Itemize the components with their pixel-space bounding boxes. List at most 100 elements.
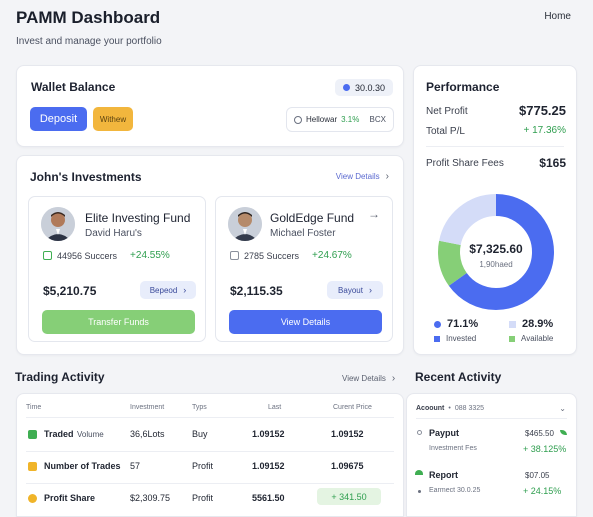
table-row[interactable]: Traded Volume 36,6Lots Buy 1.09152 1.091… xyxy=(17,420,405,450)
home-link[interactable]: Home xyxy=(544,11,571,22)
row-type: Profit xyxy=(192,493,214,503)
view-details-button[interactable]: View Details xyxy=(229,310,382,334)
row-price-badge: + 341.50 xyxy=(317,488,381,505)
row-last: 5561.50 xyxy=(252,493,285,503)
profit-coin-icon xyxy=(28,494,37,503)
total-pl-label: Total P/L xyxy=(426,126,465,137)
investments-card: John's Investments View Details › Elite … xyxy=(16,155,404,355)
col-type: Typs xyxy=(192,404,207,411)
fund-subscribers: 2785 Succers xyxy=(244,250,300,261)
table-row[interactable]: Profit Share $2,309.75 Profit 5561.50 + … xyxy=(17,484,405,514)
trading-title: Trading Activity xyxy=(15,370,105,384)
dot-icon xyxy=(418,490,421,493)
account-value: 088 3325 xyxy=(454,405,485,412)
invested-dot-icon xyxy=(434,320,441,328)
investments-view-details-label: View Details xyxy=(335,172,380,181)
fund-chip[interactable]: Bepeod › xyxy=(140,281,196,299)
investments-view-details[interactable]: View Details › xyxy=(336,171,389,182)
row-price: 1.09152 xyxy=(331,429,364,439)
chevron-right-icon: › xyxy=(385,171,389,182)
arrow-right-icon[interactable]: → xyxy=(368,207,380,221)
fund-stats: 44956 Succers +24.55% xyxy=(43,250,170,261)
row-last: 1.09152 xyxy=(252,429,285,439)
row-investment: 36,6Lots xyxy=(130,429,165,439)
row-price: 1.09675 xyxy=(331,461,364,471)
list-item[interactable]: Report $07.05 Earmect 30.0.25 + 24.15% xyxy=(407,466,578,510)
chevron-down-icon: ⌄ xyxy=(559,404,566,413)
hellowar-pct: 3.1% xyxy=(341,115,360,124)
available-label: Available xyxy=(521,334,554,343)
available-dot-icon xyxy=(509,335,515,342)
invested-pct: 71.1% xyxy=(447,318,479,330)
fund-card-elite[interactable]: Elite Investing Fund David Haru's 44956 … xyxy=(28,196,206,342)
row-time-main: Number of Trades xyxy=(44,461,121,471)
net-profit-value: $775.25 xyxy=(519,103,566,118)
chevron-right-icon: › xyxy=(183,285,187,295)
trading-view-details[interactable]: View Details › xyxy=(342,373,395,384)
hellowar-label: Hellowar xyxy=(306,115,338,124)
fund-change: +24.67% xyxy=(312,250,352,261)
check-icon xyxy=(43,251,52,260)
withdraw-button[interactable]: Withew xyxy=(93,107,133,131)
fund-subscribers: 44956 Succers xyxy=(57,250,118,261)
trading-table: Time Investment Typs Last Curent Price T… xyxy=(16,393,404,517)
header-divider xyxy=(26,417,394,418)
item-title: Report xyxy=(429,470,458,480)
performance-title: Performance xyxy=(426,80,500,94)
avatar xyxy=(41,207,75,241)
row-time-main: Profit Share xyxy=(44,493,96,503)
invested-square-icon xyxy=(434,335,440,342)
coin-icon xyxy=(342,84,350,91)
donut-segment-2 xyxy=(438,194,554,310)
fund-manager: Michael Foster xyxy=(270,228,336,239)
hellowar-widget[interactable]: Hellowar 3.1% BCX xyxy=(286,107,394,132)
investments-title: John's Investments xyxy=(30,170,142,184)
row-type: Buy xyxy=(192,429,208,439)
row-type: Profit xyxy=(192,461,214,471)
recent-card: Acoount • 088 3325 ⌄ Payput $465.50 Inve… xyxy=(406,393,577,517)
leaf-icon xyxy=(560,430,567,435)
available-square-icon xyxy=(509,320,516,328)
col-price: Curent Price xyxy=(333,404,372,411)
item-amount: $465.50 xyxy=(525,429,554,438)
balance-chip-value: 30.0.30 xyxy=(354,82,385,93)
check-icon xyxy=(230,251,239,260)
available-pct: 28.9% xyxy=(522,318,554,330)
fund-name: Elite Investing Fund xyxy=(85,211,191,225)
clock-icon xyxy=(294,115,302,124)
list-item[interactable]: Payput $465.50 Investment Fes + 38.125% xyxy=(407,424,578,464)
fund-chip-label: Bepeod xyxy=(149,285,178,295)
person-icon xyxy=(228,207,262,241)
recent-divider xyxy=(416,418,567,419)
item-title: Payput xyxy=(429,428,460,438)
table-row[interactable]: Number of Trades 57 Profit 1.09152 1.096… xyxy=(17,452,405,482)
account-row[interactable]: Acoount • 088 3325 ⌄ xyxy=(416,404,566,413)
col-last: Last xyxy=(268,404,282,411)
fund-amount: $5,210.75 xyxy=(43,284,97,298)
fund-amount: $2,115.35 xyxy=(230,284,283,298)
fees-value: $165 xyxy=(539,156,566,170)
donut-center-sub: 1,90haed xyxy=(479,260,513,269)
fund-chip[interactable]: Bayout › xyxy=(327,281,383,299)
check-square-icon xyxy=(28,430,37,439)
col-time: Time xyxy=(26,404,42,411)
person-icon xyxy=(41,207,75,241)
balance-chip[interactable]: 30.0.30 xyxy=(334,79,393,96)
wallet-title: Wallet Balance xyxy=(31,80,116,94)
row-divider xyxy=(26,451,394,452)
trend-icon xyxy=(415,470,423,475)
chevron-right-icon: › xyxy=(368,285,372,295)
deposit-button[interactable]: Deposit xyxy=(30,107,87,131)
item-sub: Investment Fes xyxy=(429,445,477,452)
item-change: + 24.15% xyxy=(523,486,562,496)
allocation-donut-chart xyxy=(438,194,554,310)
fund-card-goldedge[interactable]: GoldEdge Fund → Michael Foster 2785 Succ… xyxy=(215,196,393,342)
transfer-funds-button[interactable]: Transfer Funds xyxy=(42,310,195,334)
perf-divider xyxy=(426,146,564,147)
fund-chip-label: Bayout xyxy=(338,285,363,295)
hellowar-code: BCX xyxy=(369,115,386,124)
donut-hole xyxy=(461,217,531,287)
legend-available: 28.9% Available xyxy=(509,318,569,343)
legend-invested: 71.1% Invested xyxy=(434,318,494,343)
fund-change: +24.55% xyxy=(130,250,170,261)
